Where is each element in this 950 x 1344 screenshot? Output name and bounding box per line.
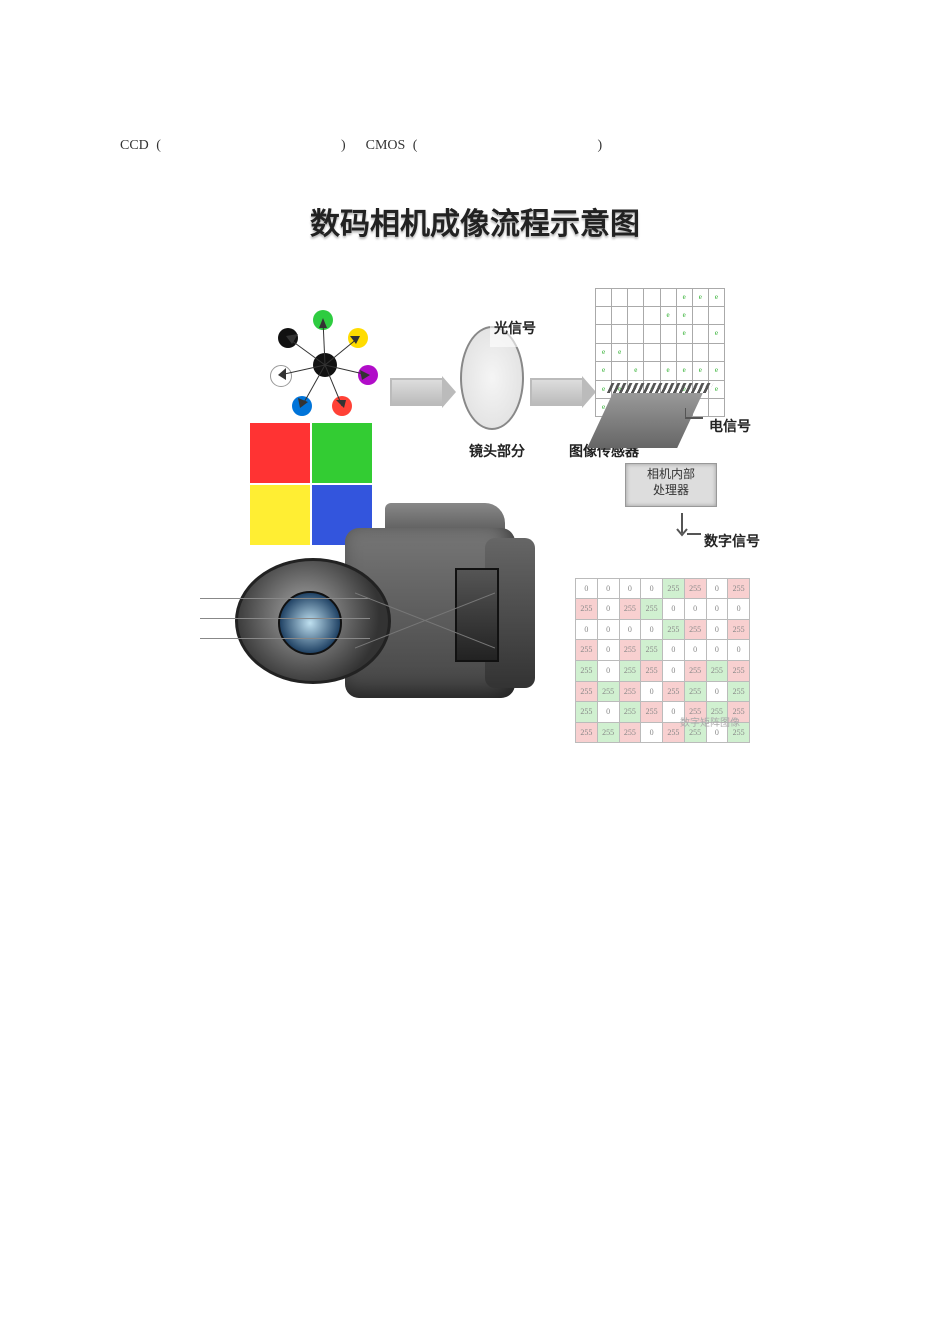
figure-title: 数码相机成像流程示意图: [120, 192, 830, 258]
paragraph-2: [120, 878, 830, 909]
light-ray: [200, 618, 370, 619]
page: CCD ( ) CMOS ( ) 数码相机成像流程示意图: [0, 0, 950, 989]
flow-arrow-2: [530, 378, 584, 406]
label-digital: 数字信号: [700, 526, 764, 561]
numeric-matrix: 0000255255025525502552550000000025525502…: [575, 578, 750, 733]
square-green: [312, 423, 372, 483]
label-light: 光信号: [490, 313, 540, 348]
square-red: [250, 423, 310, 483]
rgb-squares: [250, 423, 380, 488]
proc-line2: 处理器: [626, 482, 716, 499]
flow-arrow-1: [390, 378, 444, 406]
light-ray: [200, 598, 370, 599]
wheel-spokes: [270, 310, 380, 420]
connector-elec: [685, 408, 725, 428]
ray-cross: [355, 588, 495, 658]
light-ray: [200, 638, 370, 639]
connector-digital: [687, 526, 707, 542]
ccd-abbrev: CCD (: [120, 138, 161, 153]
processor-box: 相机内部 处理器: [625, 463, 717, 507]
proc-line1: 相机内部: [626, 466, 716, 483]
sensor-grid: eee ee ee ee eeeeee eeeeee eeeee: [595, 288, 725, 383]
camera-illustration: [205, 498, 555, 728]
color-wheel: [270, 310, 380, 420]
cmos-abbrev: CMOS (: [366, 138, 418, 153]
figure-caption: [120, 828, 830, 859]
paragraph-1: CCD ( ) CMOS ( ): [120, 100, 830, 162]
paren-close-1: ): [341, 138, 346, 153]
label-lens: 镜头部分: [465, 436, 529, 471]
figure-diagram: 光信号 镜头部分 图像传感器 电信号 数字信号 eee ee ee ee eee…: [195, 268, 755, 768]
paren-close-2: ): [597, 138, 602, 153]
matrix-caption: 数字矩阵图像: [680, 713, 740, 735]
